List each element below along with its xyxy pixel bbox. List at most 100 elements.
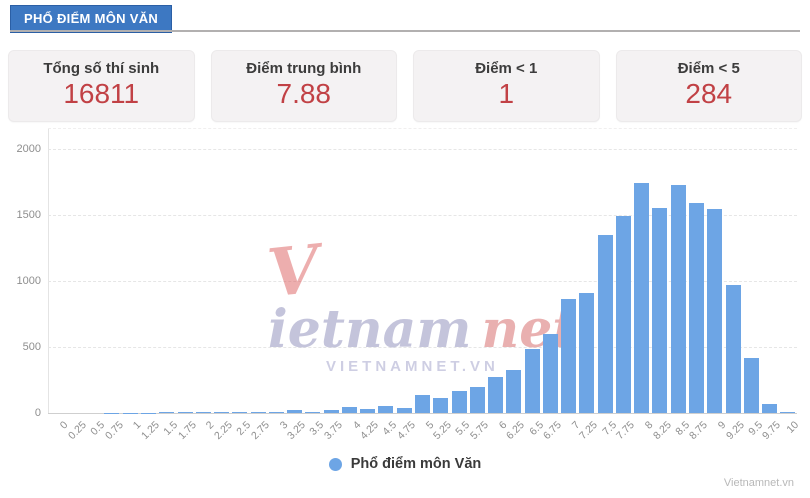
x-tick-label-3: 3 (277, 419, 290, 432)
x-tick-label-5.25: 5.25 (431, 419, 455, 442)
bar-5.25[interactable] (433, 398, 449, 413)
gridline-500 (48, 346, 797, 348)
bar-8.5[interactable] (670, 184, 686, 413)
stat-value: 16811 (63, 78, 140, 109)
bar-3.25[interactable] (287, 410, 303, 413)
stat-card-0: Tổng số thí sinh 16811 (8, 50, 195, 122)
x-tick-label-5.5: 5.5 (453, 419, 473, 438)
bar-5[interactable] (415, 395, 430, 413)
bar-4[interactable] (341, 407, 357, 413)
x-tick-label-3.25: 3.25 (285, 419, 309, 442)
bar-1.75[interactable] (177, 412, 193, 413)
page-title: PHỔ ĐIỂM MÔN VĂN (10, 5, 173, 33)
bar-4.25[interactable] (360, 409, 376, 413)
bar-7.75[interactable] (615, 216, 631, 413)
bar-2[interactable] (195, 411, 211, 413)
x-tick-label-1: 1 (131, 419, 144, 432)
y-tick-label-1500: 1500 (16, 208, 41, 221)
vietnamnet-logo: Vietnam net (264, 229, 576, 356)
bar-8.25[interactable] (652, 207, 668, 413)
bar-8[interactable] (634, 183, 650, 413)
x-tick-label-8.25: 8.25 (650, 419, 674, 442)
x-tick-label-4.25: 4.25 (358, 419, 382, 442)
x-tick-label-5: 5 (423, 419, 436, 432)
x-tick-label-1.75: 1.75 (175, 419, 199, 442)
watermark-url: VIETNAMNET.VN (326, 358, 499, 375)
bar-3.75[interactable] (323, 409, 339, 413)
x-tick-label-1.5: 1.5 (161, 419, 181, 438)
bar-2.5[interactable] (232, 411, 248, 413)
x-tick-label-7: 7 (569, 419, 583, 432)
x-tick-label-2.25: 2.25 (212, 419, 236, 442)
y-axis-line (48, 128, 49, 413)
y-tick-label-0: 0 (34, 406, 41, 419)
gridline-1000 (48, 280, 797, 282)
stat-label: Tổng số thí sinh (43, 60, 160, 77)
y-tick-label-2000: 2000 (16, 142, 41, 155)
x-tick-label-5.75: 5.75 (467, 419, 491, 442)
bar-8.75[interactable] (689, 203, 705, 413)
vietnamnet-v-icon: V (264, 229, 324, 313)
bar-6.25[interactable] (506, 370, 522, 413)
x-tick-label-9.5: 9.5 (746, 419, 765, 438)
y-tick-label-1000: 1000 (16, 274, 41, 287)
header-divider (10, 30, 800, 32)
stat-value: 7.88 (276, 78, 332, 109)
x-tick-label-6.5: 6.5 (526, 419, 546, 438)
bar-6[interactable] (488, 377, 504, 413)
bar-7.5[interactable] (597, 234, 613, 413)
bar-5.75[interactable] (469, 386, 485, 413)
x-tick-label-8.75: 8.75 (687, 419, 711, 442)
bar-9.75[interactable] (762, 403, 778, 413)
bar-7[interactable] (561, 299, 577, 413)
bar-6.75[interactable] (542, 333, 558, 413)
bar-2.75[interactable] (250, 411, 266, 413)
bar-9.5[interactable] (743, 357, 759, 413)
x-tick-label-1.25: 1.25 (139, 419, 162, 442)
x-tick-label-3.5: 3.5 (307, 419, 327, 438)
x-tick-label-6: 6 (496, 419, 510, 432)
x-tick-label-8: 8 (642, 419, 656, 432)
vietnamnet-watermark: Vietnam net VIETNAMNET.VN (264, 229, 576, 375)
stat-card-1: Điểm trung bình 7.88 (210, 50, 397, 122)
bar-5.5[interactable] (451, 391, 467, 413)
stat-label: Điểm < 5 (677, 60, 740, 77)
bar-1.5[interactable] (159, 412, 175, 413)
stat-value: 1 (498, 78, 515, 109)
x-tick-label-4.5: 4.5 (380, 419, 400, 438)
bar-7.25[interactable] (579, 292, 595, 413)
x-tick-label-0.75: 0.75 (102, 419, 126, 442)
x-tick-label-2.5: 2.5 (234, 419, 254, 438)
y-tick-label-500: 500 (22, 340, 41, 353)
x-tick-label-0.25: 0.25 (65, 419, 89, 442)
x-tick-label-2: 2 (204, 419, 217, 432)
plot-top-border (48, 127, 797, 129)
bar-9.25[interactable] (725, 284, 741, 413)
bar-3.5[interactable] (305, 411, 321, 413)
x-tick-label-0.5: 0.5 (88, 419, 108, 438)
bar-10[interactable] (780, 411, 796, 413)
gridline-1500 (48, 214, 797, 216)
x-tick-label-4: 4 (350, 419, 363, 432)
x-tick-label-7.75: 7.75 (614, 419, 637, 442)
x-tick-label-9.25: 9.25 (723, 419, 747, 442)
x-tick-label-9.75: 9.75 (760, 419, 784, 442)
bar-2.25[interactable] (214, 411, 230, 413)
stat-label: Điểm trung bình (246, 60, 362, 77)
watermark-name: ietnam (268, 299, 472, 360)
bar-6.5[interactable] (524, 348, 540, 413)
x-tick-label-0: 0 (58, 419, 71, 432)
bar-3[interactable] (268, 411, 284, 413)
source-credit: Vietnamnet.vn (723, 477, 794, 489)
x-tick-label-4.75: 4.75 (394, 419, 418, 442)
bar-9[interactable] (707, 209, 723, 413)
bar-4.75[interactable] (396, 407, 412, 413)
bar-4.5[interactable] (378, 406, 394, 413)
x-tick-label-7.5: 7.5 (599, 419, 619, 438)
legend-label: Phổ điểm môn Văn (350, 456, 482, 472)
x-tick-label-6.25: 6.25 (504, 419, 528, 442)
x-tick-label-8.5: 8.5 (672, 419, 692, 438)
legend-item[interactable]: Phổ điểm môn Văn (0, 456, 810, 472)
